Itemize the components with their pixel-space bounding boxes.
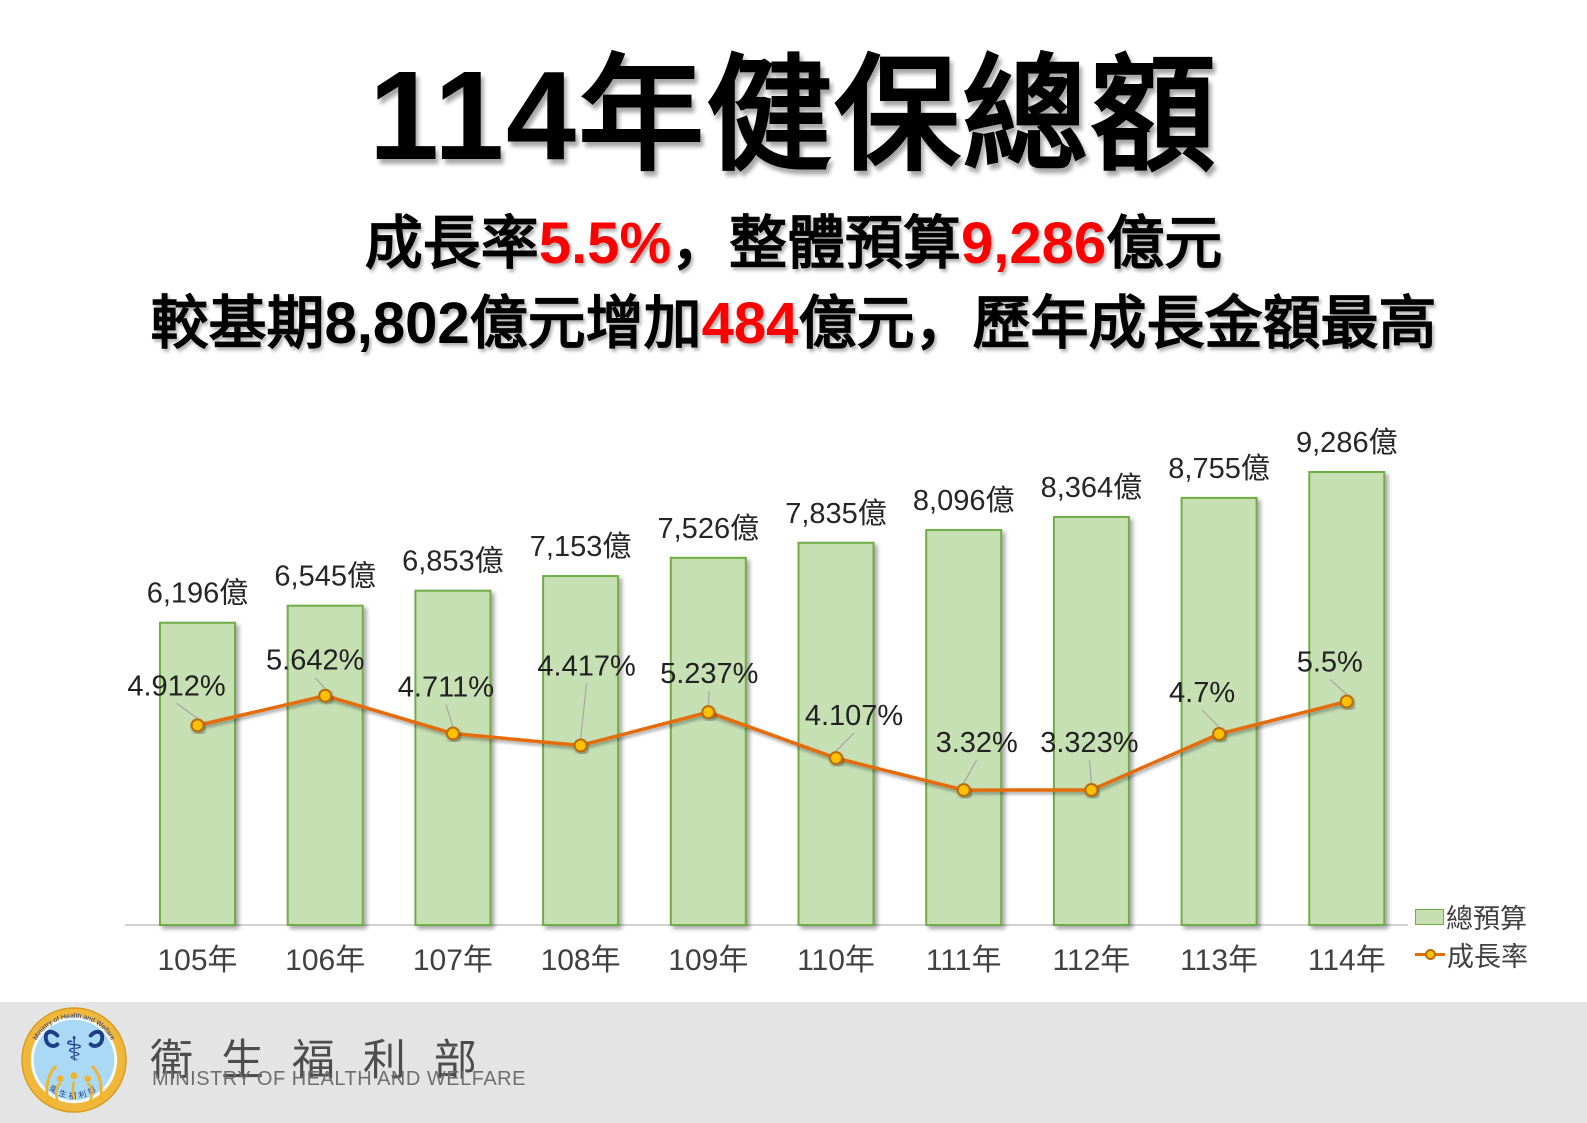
bar-106年 xyxy=(286,604,364,927)
svg-text:⚕: ⚕ xyxy=(65,1030,83,1069)
bar-111年 xyxy=(925,529,1003,926)
growth-marker-105年 xyxy=(190,718,205,733)
x-label-109年: 109年 xyxy=(668,944,748,977)
leader-line-105年 xyxy=(176,702,198,719)
growth-marker-113年 xyxy=(1212,726,1227,741)
budget-swatch-icon xyxy=(1415,908,1444,925)
bar-value-label-105年: 6,196億 xyxy=(147,577,249,610)
leader-line-107年 xyxy=(445,704,454,727)
leader-line-113年 xyxy=(1201,709,1220,728)
subtitle1-seg-2: ，整體預算 xyxy=(671,211,962,276)
mohw-logo-icon: Ministry of Health and Welfare 衛生福利部 ⚕ xyxy=(21,1007,127,1113)
growth-label-105年: 4.912% xyxy=(127,670,225,702)
x-label-106年: 106年 xyxy=(285,944,365,977)
subtitle-line-2: 較基期8,802億元增加484億元，歷年成長金額最高 xyxy=(0,276,1587,360)
growth-label-107年: 4.711% xyxy=(398,672,494,704)
leader-line-106年 xyxy=(314,677,326,690)
x-label-114年: 114年 xyxy=(1308,944,1386,977)
leader-line-110年 xyxy=(835,732,855,752)
legend-label-budget: 總預算 xyxy=(1446,904,1527,934)
bar-value-label-111年: 8,096億 xyxy=(913,484,1015,517)
footer-bar: Ministry of Health and Welfare 衛生福利部 ⚕ 衛… xyxy=(0,1002,1587,1123)
growth-label-111年: 3.32% xyxy=(936,727,1018,759)
growth-label-108年: 4.417% xyxy=(537,650,635,682)
bar-113年 xyxy=(1180,496,1258,926)
growth-marker-114年 xyxy=(1339,694,1354,709)
legend-label-growth: 成長率 xyxy=(1447,942,1528,972)
bar-value-label-106年: 6,545億 xyxy=(274,560,376,593)
bar-value-label-113年: 8,755億 xyxy=(1168,452,1270,485)
leader-line-112年 xyxy=(1088,759,1092,784)
bar-112年 xyxy=(1052,515,1130,926)
growth-label-106年: 5.642% xyxy=(266,645,364,677)
bar-value-label-109年: 7,526億 xyxy=(658,512,760,545)
legend-item-growth: 成長率 xyxy=(1415,939,1528,972)
leader-line-108年 xyxy=(580,683,588,739)
x-label-112年: 112年 xyxy=(1052,944,1130,977)
x-label-110年: 110年 xyxy=(797,944,875,977)
growth-marker-112年 xyxy=(1084,782,1099,797)
subtitle1-seg-0: 成長率 xyxy=(364,211,539,276)
leader-line-111年 xyxy=(963,759,978,784)
budget-growth-combo-chart: 6,196億 6,545億 6,853億 7,153億 7,526億 7,835億 8,09… xyxy=(125,426,1408,977)
legend-item-budget: 總預算 xyxy=(1415,901,1528,934)
growth-label-113年: 4.7% xyxy=(1169,677,1235,709)
bar-value-label-108年: 7,153億 xyxy=(530,530,632,563)
org-name-zh: 衛 生 福 利 部 xyxy=(150,1037,477,1085)
bar-107年 xyxy=(414,589,492,926)
bar-value-label-107年: 6,853億 xyxy=(402,545,504,578)
bar-value-label-114年: 9,286億 xyxy=(1296,426,1398,459)
growth-marker-107年 xyxy=(445,726,460,741)
bar-value-label-110年: 7,835億 xyxy=(785,497,887,530)
bar-110年 xyxy=(797,541,875,926)
org-name-en: MINISTRY OF HEALTH AND WELFARE xyxy=(152,1068,526,1090)
growth-marker-110年 xyxy=(829,751,843,766)
growth-rate-line xyxy=(197,693,1348,792)
page-title: 114年健保總額 xyxy=(368,45,1219,186)
x-label-113年: 113年 xyxy=(1180,944,1258,977)
subtitle2-seg-0: 較基期8,802億元增加 xyxy=(150,291,702,356)
growth-label-114年: 5.5% xyxy=(1297,646,1363,678)
bar-value-label-112年: 8,364億 xyxy=(1041,471,1143,504)
growth-marker-109年 xyxy=(701,705,716,720)
x-label-105年: 105年 xyxy=(157,944,237,977)
subtitle1-seg-1: 5.5% xyxy=(538,211,672,276)
growth-label-110年: 4.107% xyxy=(805,700,903,732)
growth-label-109年: 5.237% xyxy=(660,658,758,690)
growth-marker-111年 xyxy=(956,783,971,798)
leader-line-114年 xyxy=(1329,679,1348,695)
bar-109年 xyxy=(669,556,747,926)
leader-line-109年 xyxy=(707,691,710,706)
x-label-107年: 107年 xyxy=(413,944,493,977)
growth-line-swatch-icon xyxy=(1415,949,1445,960)
growth-marker-106年 xyxy=(318,688,333,703)
subtitle2-seg-2: 億元，歷年成長金額最高 xyxy=(798,291,1437,356)
chart-legend: 總預算 成長率 xyxy=(1415,901,1528,977)
bar-105年 xyxy=(159,621,236,926)
x-label-111年: 111年 xyxy=(926,944,1002,977)
subtitle-line-1: 成長率5.5%，整體預算9,286億元 xyxy=(0,196,1587,280)
subtitle2-seg-1: 484 xyxy=(701,291,799,356)
subtitle1-seg-4: 億元 xyxy=(1106,211,1223,276)
growth-marker-108年 xyxy=(573,738,588,753)
subtitle1-seg-3: 9,286 xyxy=(961,211,1107,276)
growth-label-112年: 3.323% xyxy=(1040,727,1138,759)
x-label-108年: 108年 xyxy=(541,944,621,977)
